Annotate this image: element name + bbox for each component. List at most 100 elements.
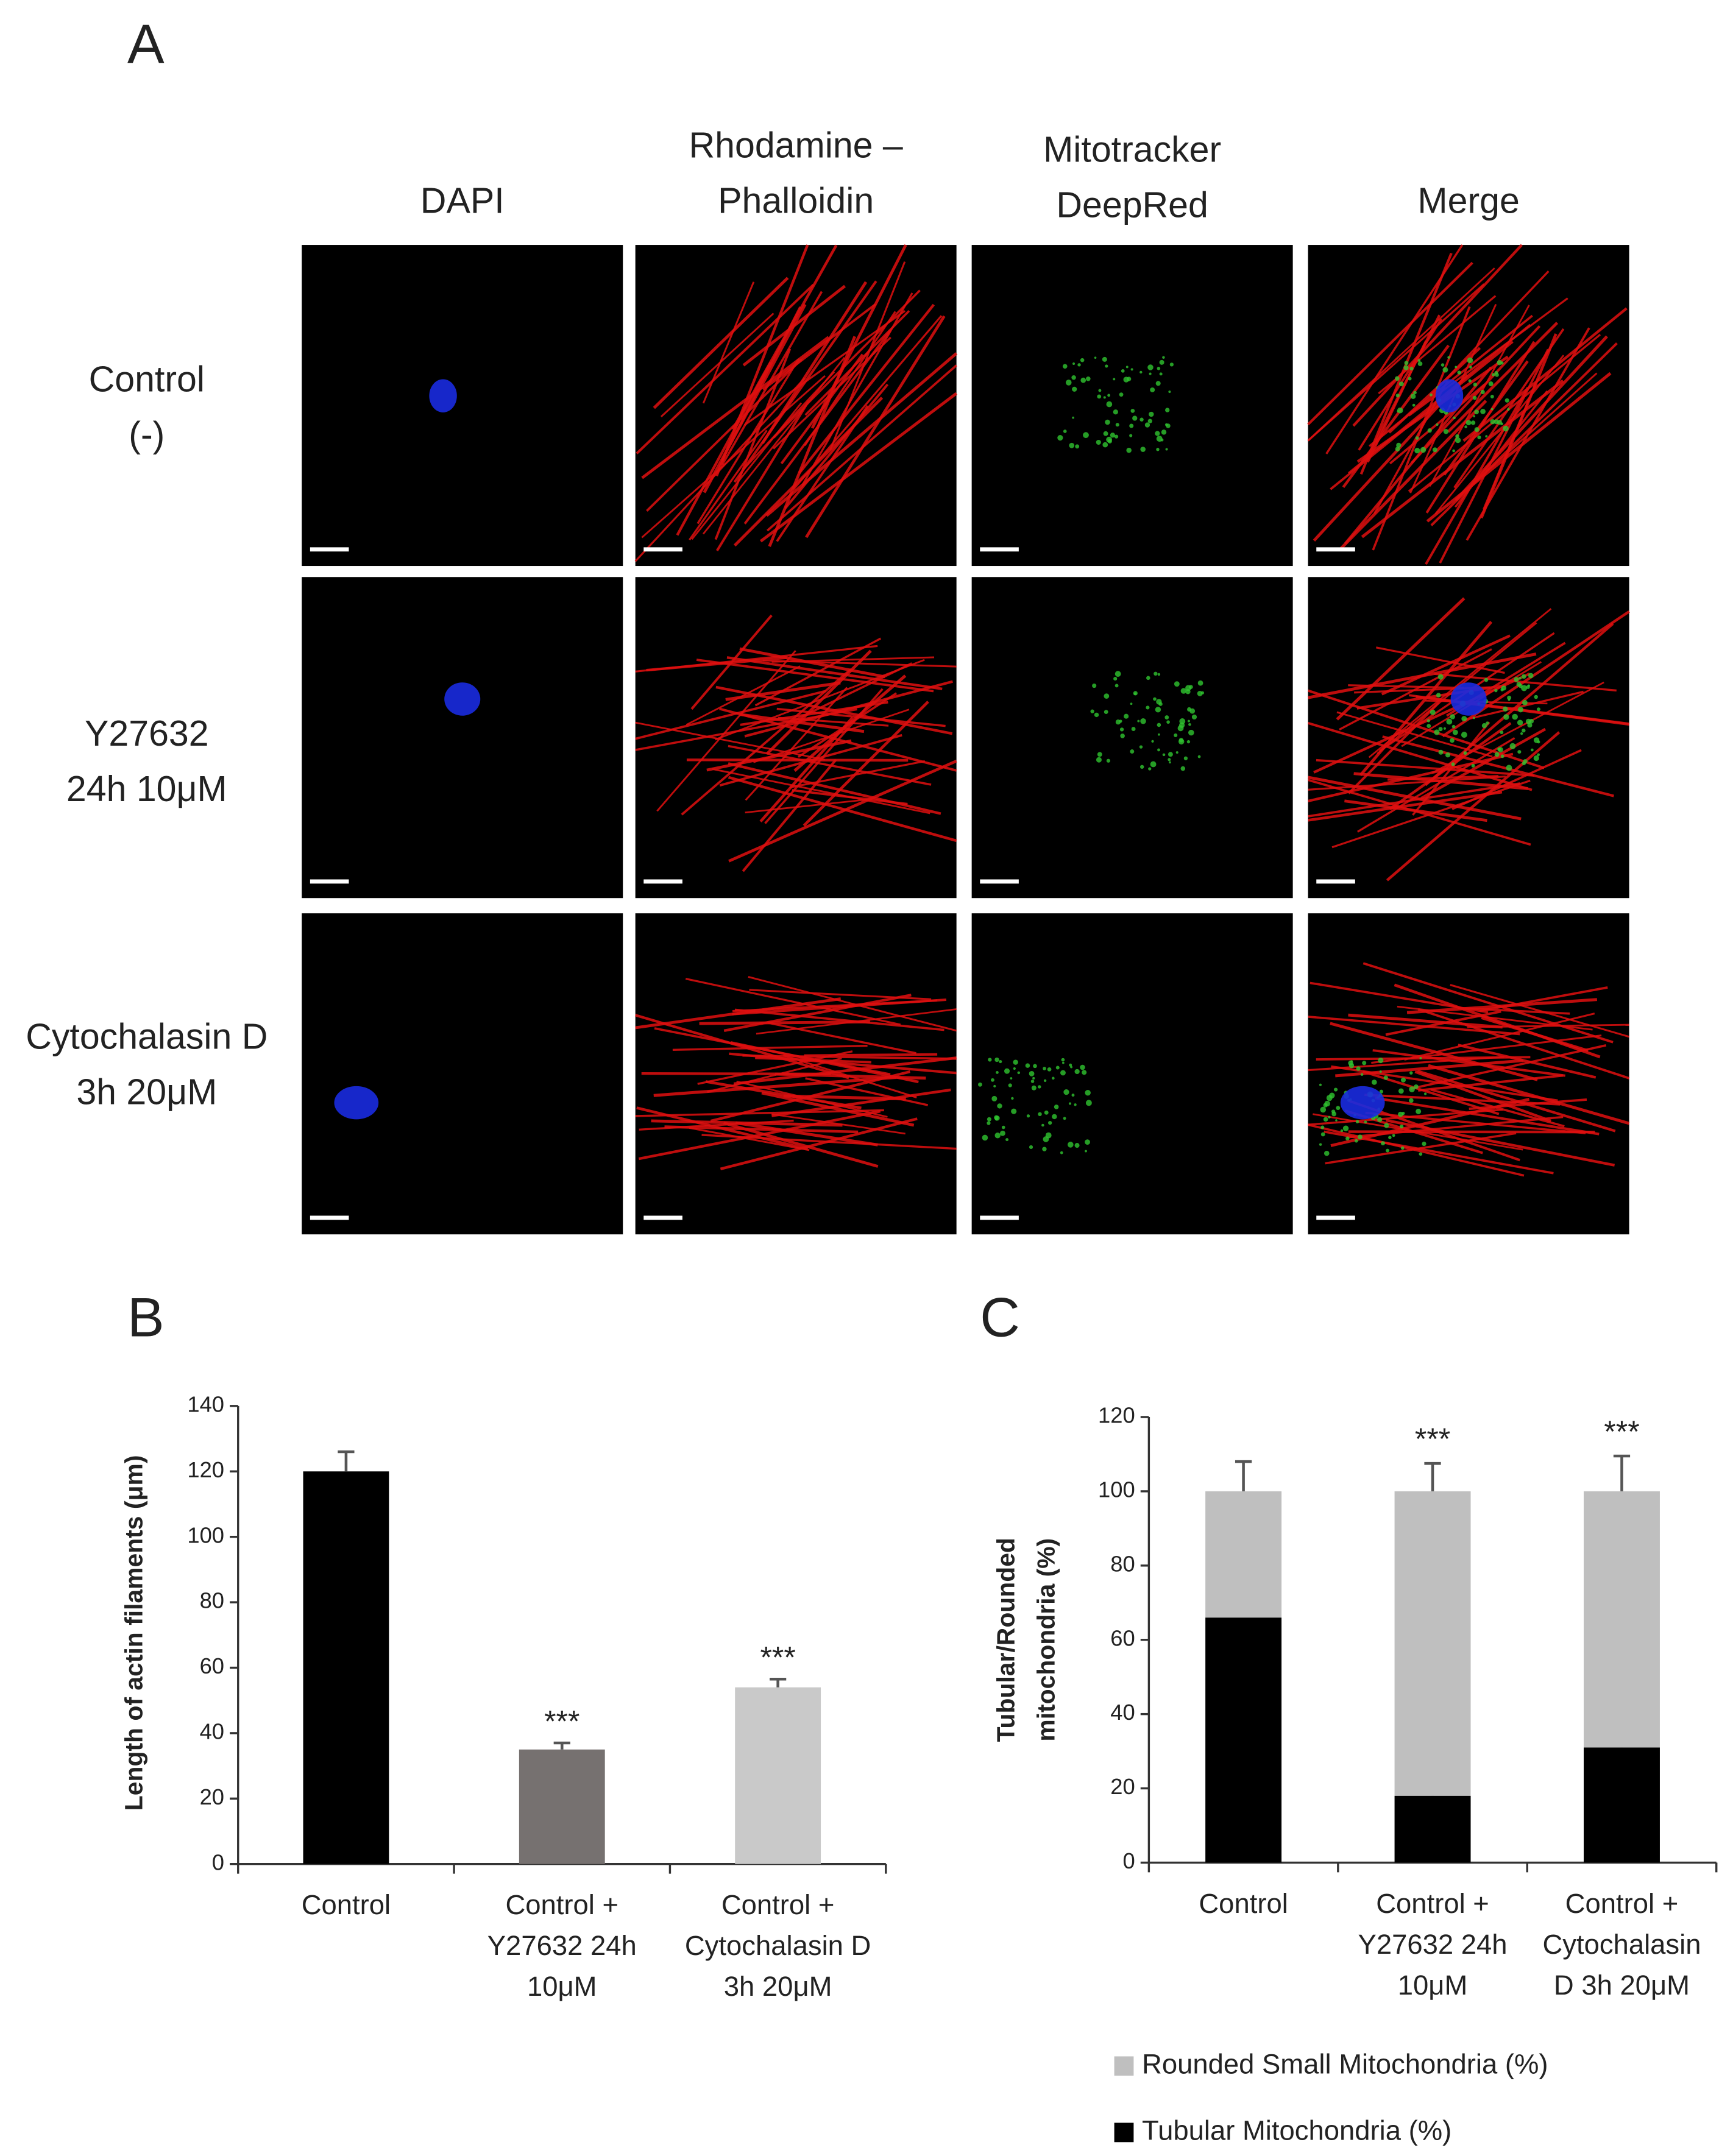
actin-fiber (1356, 355, 1509, 463)
bar-segment (1394, 1795, 1471, 1863)
actin-fiber (1308, 652, 1537, 699)
mito-dot (1031, 1085, 1037, 1090)
mito-dot (1155, 381, 1161, 386)
mito-dot (1139, 417, 1144, 422)
mito-dot (1153, 697, 1157, 701)
micrograph-bg (635, 245, 957, 567)
mito-dot (1348, 1062, 1355, 1069)
actin-fiber (1462, 307, 1628, 442)
mito-dot (1159, 372, 1163, 376)
actin-fiber (733, 280, 877, 483)
mito-dot (1162, 356, 1165, 359)
mito-dot (1324, 1150, 1330, 1156)
mito-dot (1427, 428, 1432, 433)
actin-fiber (1424, 623, 1614, 786)
mito-dot (1115, 671, 1121, 677)
mito-dot (1345, 1136, 1350, 1141)
actin-fiber (1307, 283, 1485, 442)
mito-dot (1013, 1067, 1016, 1070)
mito-dot (1386, 1148, 1390, 1153)
actin-fiber (744, 680, 953, 738)
actin-fiber (635, 1014, 849, 1080)
mito-dot (1048, 1120, 1052, 1125)
actin-fiber (714, 348, 792, 540)
actin-fiber (1385, 1119, 1615, 1167)
mito-dot (1130, 368, 1133, 371)
actin-fiber (1348, 1130, 1595, 1134)
mito-dot (1467, 357, 1473, 364)
actin-fiber (729, 1052, 957, 1075)
mito-dot (1529, 719, 1534, 724)
actin-fiber (1308, 790, 1503, 822)
actin-fiber (641, 375, 826, 539)
actin-fiber (1307, 267, 1495, 442)
actin-fiber (715, 244, 809, 476)
mito-dot (1164, 715, 1169, 719)
micrograph (635, 913, 957, 1235)
mito-dot (1494, 752, 1500, 757)
mito-dot (1144, 422, 1150, 428)
mito-dot (1432, 447, 1437, 453)
actin-fiber (805, 315, 946, 539)
significance: *** (1604, 1415, 1639, 1449)
mito-dot (1147, 419, 1152, 423)
row-label: Y27632 (85, 713, 209, 754)
micrograph (971, 913, 1293, 1235)
actin-fiber (1308, 1123, 1525, 1177)
actin-fiber (804, 1053, 938, 1057)
mito-dot (1097, 752, 1102, 757)
mito-dot (1426, 724, 1431, 729)
mito-dot (1417, 361, 1423, 366)
mito-dot (1442, 367, 1448, 373)
mito-dot (1033, 1064, 1037, 1069)
actin-fiber (735, 1121, 878, 1147)
actin-fiber (829, 261, 906, 451)
micrograph (302, 245, 623, 567)
mito-dot (1377, 1117, 1383, 1122)
actin-fiber (638, 1109, 881, 1161)
mito-dot (1043, 1079, 1047, 1083)
mito-dot (1409, 1098, 1414, 1103)
mito-dot (1085, 1139, 1090, 1145)
mito-dot (1486, 721, 1489, 725)
mito-dot (1335, 1119, 1338, 1122)
actin-fiber (699, 1020, 870, 1025)
actin-fiber (728, 762, 941, 815)
mito-dot (1474, 409, 1479, 415)
column-header: Phalloidin (718, 181, 874, 221)
mito-dot (1471, 763, 1475, 768)
mito-dot (1404, 361, 1409, 366)
mito-dot (1165, 448, 1168, 451)
actin-fiber (728, 776, 957, 843)
mito-dot (1072, 362, 1076, 366)
actin-fiber (1450, 984, 1630, 1038)
mito-dot (1094, 356, 1097, 359)
mito-dot (1168, 758, 1171, 762)
mito-dot (1094, 712, 1099, 718)
mito-dot (1443, 429, 1449, 434)
y-tick-label: 40 (1110, 1700, 1135, 1725)
x-tick-label: 10μM (527, 1971, 597, 2002)
actin-fiber (1417, 1008, 1630, 1080)
mito-dot (1113, 677, 1118, 681)
mito-dot (1137, 719, 1140, 723)
mito-dot (1517, 707, 1523, 713)
actin-fiber (656, 650, 796, 812)
mito-dot (1072, 416, 1074, 419)
y-tick-label: 140 (187, 1391, 224, 1416)
mito-dot (1461, 716, 1467, 722)
mito-dot (1165, 408, 1170, 412)
mito-dot (1146, 676, 1150, 680)
mito-dot (1105, 364, 1108, 368)
nucleus (444, 682, 481, 716)
mito-dot (1452, 729, 1458, 735)
mito-dot (996, 1071, 999, 1074)
actin-fiber (1330, 1022, 1538, 1081)
mito-dot (1104, 693, 1110, 699)
actin-fiber (696, 358, 800, 525)
y-tick-label: 80 (200, 1588, 224, 1613)
actin-fiber (1382, 735, 1614, 797)
mito-dot (1398, 381, 1404, 387)
mito-dot (1504, 398, 1509, 403)
mito-dot (1420, 447, 1426, 453)
